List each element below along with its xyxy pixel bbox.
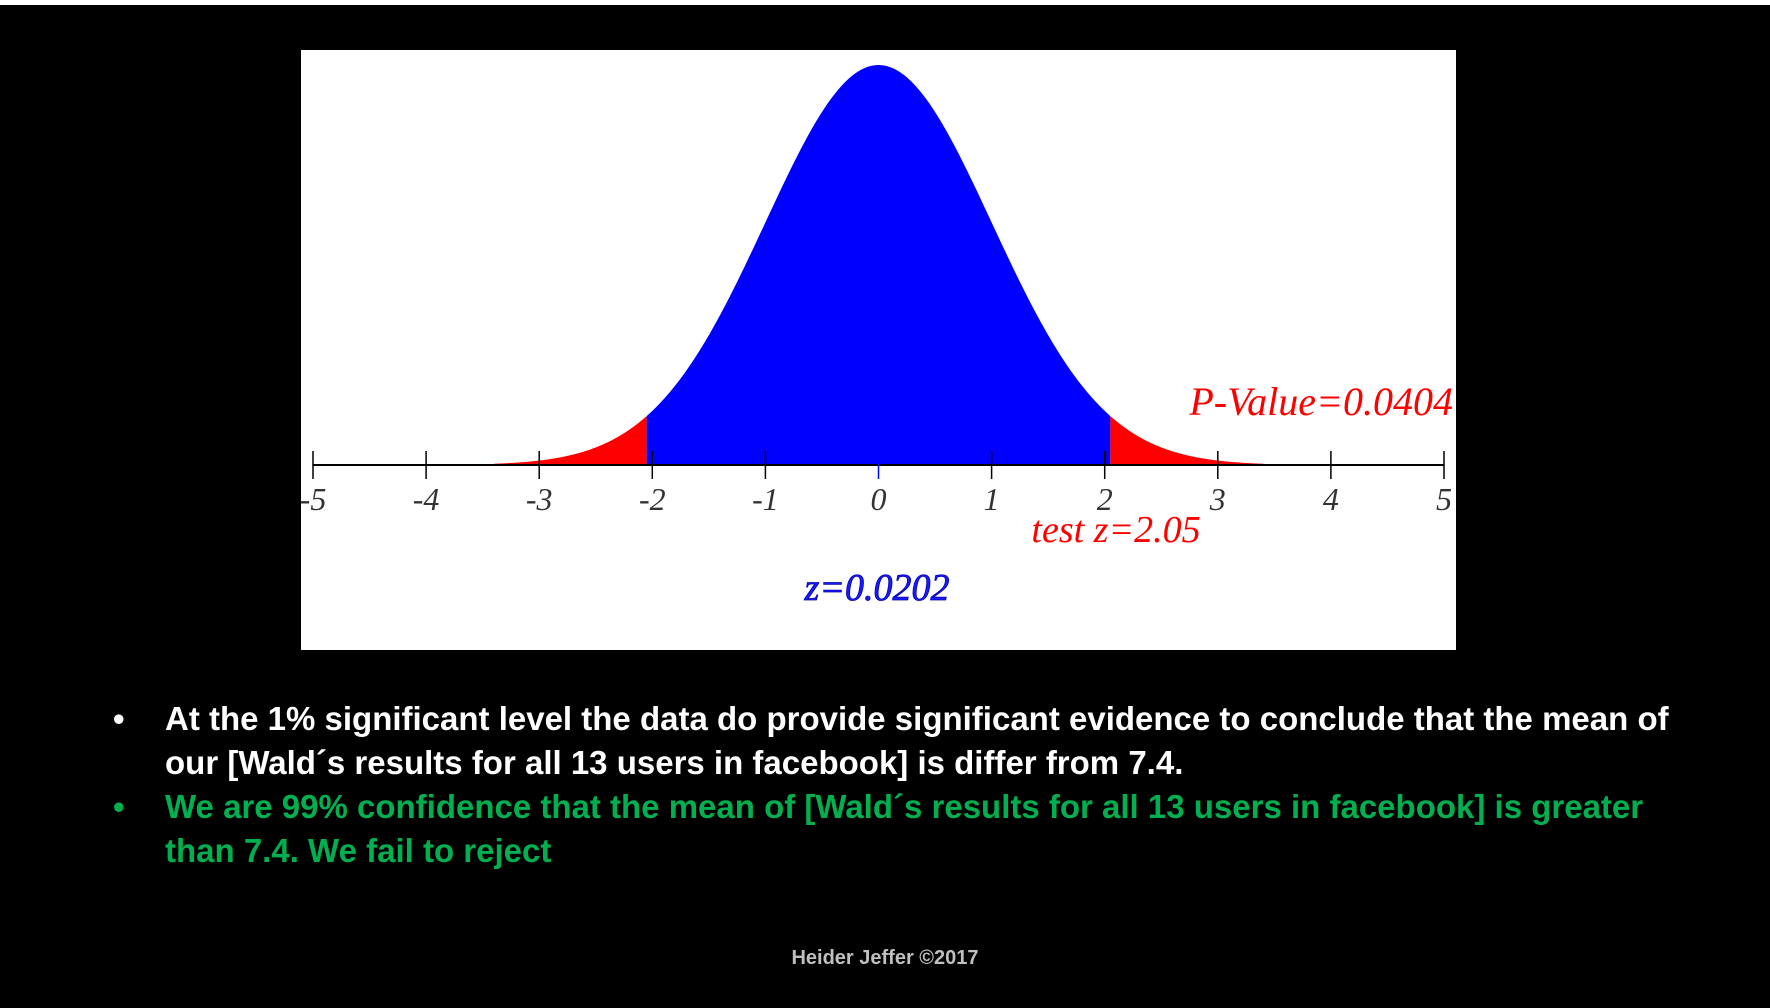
x-tick-label: 3 — [1209, 481, 1226, 517]
footer-credit: Heider Jeffer ©2017 — [791, 947, 979, 969]
x-tick-label: -2 — [639, 481, 666, 517]
x-ticks: -5 -4 -3 -2 -1 0 1 2 3 4 5 — [301, 451, 1452, 517]
conclusion-list: • At the 1% significant level the data d… — [110, 697, 1710, 873]
bullet-glyph: • — [113, 700, 125, 737]
test-z-annotation: test z=2.05 — [1031, 509, 1200, 551]
region-left-tail — [493, 416, 647, 465]
conclusion-text-2: We are 99% confidence that the mean of [… — [165, 788, 1644, 869]
conclusion-text-1: At the 1% significant level the data do … — [165, 700, 1669, 781]
x-tick-label: 5 — [1436, 481, 1452, 517]
p-value-annotation: P-Value=0.0404 — [1188, 379, 1453, 424]
bullet-glyph: • — [113, 788, 125, 825]
x-tick-label: 0 — [871, 481, 887, 517]
shaded-regions — [493, 65, 1264, 465]
conclusion-item-2: • We are 99% confidence that the mean of… — [110, 785, 1710, 873]
x-tick-label: -3 — [526, 481, 553, 517]
x-tick-label: -5 — [301, 481, 326, 517]
x-tick-label: 4 — [1323, 481, 1339, 517]
top-rule — [0, 0, 1770, 5]
x-tick-label: 2 — [1097, 481, 1113, 517]
conclusion-item-1: • At the 1% significant level the data d… — [110, 697, 1710, 785]
x-tick-label: 1 — [984, 481, 1000, 517]
normal-distribution-chart: -5 -4 -3 -2 -1 0 1 2 3 4 5 P-Value=0.0404 test z=2… — [301, 50, 1456, 650]
region-center — [646, 65, 1111, 465]
chart-svg: -5 -4 -3 -2 -1 0 1 2 3 4 5 P-Value=0.0404 test z=2… — [301, 65, 1453, 609]
z-tail-annotation: z=0.0202 — [804, 567, 950, 609]
x-tick-label: -1 — [752, 481, 779, 517]
region-right-tail — [1110, 416, 1264, 465]
x-tick-label: -4 — [413, 481, 440, 517]
